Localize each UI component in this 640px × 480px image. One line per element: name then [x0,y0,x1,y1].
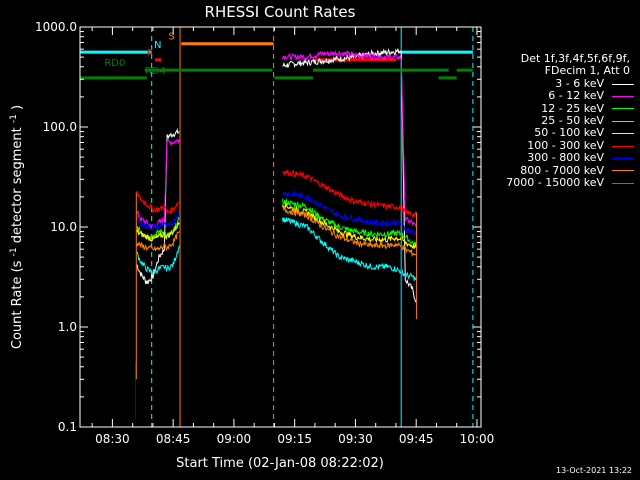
y-axis-label-end: ) [10,105,25,110]
x-tick-label-6: 10:00 [460,432,495,446]
series-line-6-b [282,190,417,236]
x-tick-label-1: 08:45 [156,432,191,446]
series-line-6-a [136,210,180,232]
legend-swatch [612,182,634,184]
legend-swatch [612,170,634,172]
legend-item-label: 7000 - 15000 keV [506,176,604,190]
legend-header-line2: FDecim 1, Att 0 [544,64,630,78]
series-line-7-a [136,231,180,252]
chart-title: RHESSI Count Rates [205,3,356,21]
series-line-5-a [136,190,180,215]
series-line-1-a [136,136,180,230]
y-tick-label-0: 1000.0 [35,20,77,34]
plot-frame [79,26,482,428]
x-tick-label-0: 08:30 [95,432,130,446]
flag-label-f: F [147,48,153,59]
legend-item-0: 3 - 6 keV [484,76,634,90]
x-tick-label-4: 09:30 [338,432,373,446]
legend-item-label: 12 - 25 keV [541,101,604,115]
y-tick-label-4: 0.1 [58,420,77,434]
flag-label-rd0: RD0 [104,58,125,69]
y-tick-label-3: 1.0 [58,320,77,334]
series-line-2-b [282,198,417,248]
series-line-1-b [282,49,417,228]
legend-header-line1: Det 1f,3f,4f,5f,6f,9f, [520,52,630,65]
legend-swatch [612,83,634,85]
legend-item-label: 800 - 7000 keV [520,163,604,177]
y-axis-label-mid: detector segment [10,127,25,243]
legend-item-8: 7000 - 15000 keV [484,176,634,190]
legend-item-label: 100 - 300 keV [527,138,604,152]
x-tick-label-5: 09:45 [399,432,434,446]
legend-swatch [612,108,634,110]
legend-item-4: 50 - 100 keV [484,127,634,139]
series-line-0-a [136,127,180,285]
legend-item-label: 6 - 12 keV [548,89,604,103]
x-axis-label: Start Time (02-Jan-08 08:22:02) [176,456,384,471]
legend-item-1: 6 - 12 keV [484,89,634,103]
legend-item-label: 25 - 50 keV [541,114,604,128]
x-tick-label-3: 09:15 [277,432,312,446]
series-line-4-b [282,202,417,250]
legend-swatch [612,133,634,135]
legend-swatch [612,145,634,147]
series-line-3-b [282,217,417,281]
y-axis-label-main: Count Rate (s [10,260,25,349]
flag-label-n: N [154,40,161,51]
x-tick-label-2: 09:00 [217,432,252,446]
legend-item-5: 100 - 300 keV [484,138,634,152]
series-line-4-a [136,220,180,242]
y-axis-label-sup1: -1 [9,247,19,256]
y-axis-label: Count Rate (s -1 detector segment -1 ) [5,105,25,349]
flag-label-rd4: RD4 [145,66,166,77]
legend-item-7: 800 - 7000 keV [484,163,634,177]
flag-label-s: S [168,32,174,43]
legend-item-label: 50 - 100 keV [534,126,604,140]
footer-date: 13-Oct-2021 13:22 [556,466,632,475]
legend-item-label: 300 - 800 keV [527,151,604,165]
y-tick-label-2: 10.0 [50,220,77,234]
series-line-3-a [136,245,180,275]
legend-item-6: 300 - 800 keV [484,151,634,165]
series-line-5-b [282,169,417,219]
series-line-0-b [282,48,417,303]
series-line-7-b [282,205,417,258]
legend-swatch [612,157,634,159]
legend-item-label: 3 - 6 keV [555,76,604,90]
y-axis-label-sup2: -1 [9,114,19,123]
legend-item-3: 25 - 50 keV [484,114,634,128]
legend: Det 1f,3f,4f,5f,6f,9f, FDecim 1, Att 0 3… [484,52,634,190]
legend-swatch [612,120,634,122]
y-tick-label-1: 100.0 [43,120,77,134]
legend-item-2: 12 - 25 keV [484,101,634,115]
legend-swatch [612,95,634,97]
